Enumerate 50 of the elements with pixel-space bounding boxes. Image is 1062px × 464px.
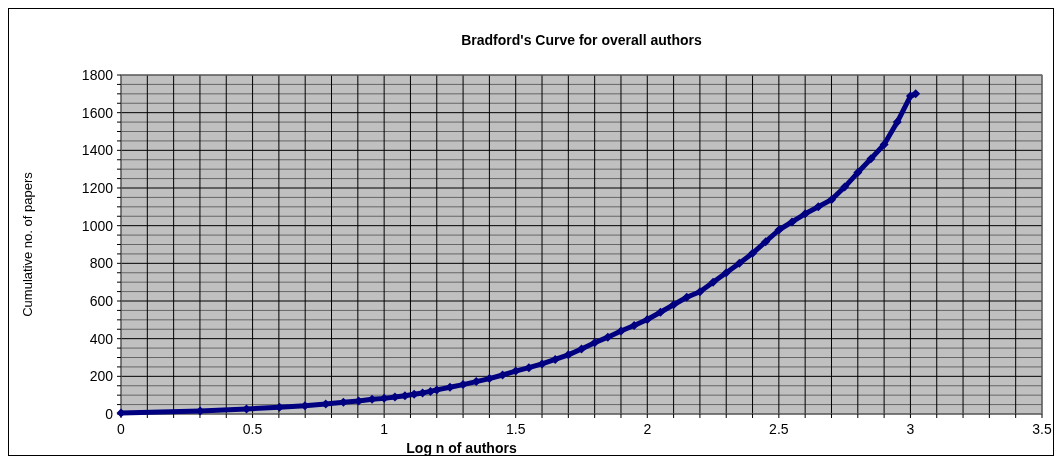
point [721,268,731,278]
x-tick-label: 2.5 [769,421,789,437]
x-tick-label: 0 [117,421,126,437]
y-tick-label: 1600 [81,104,114,121]
point [866,154,876,164]
point [748,248,758,258]
point [774,225,784,235]
point [853,168,863,178]
point [800,209,810,219]
y-tick-label: 800 [89,255,114,272]
point [655,307,665,317]
point [695,287,705,297]
y-tick-label: 200 [89,368,114,385]
x-tick-label: 1.5 [505,421,526,437]
point [840,182,850,192]
point [813,202,823,212]
y-tick-label: 1400 [81,142,114,159]
chart-title: Bradford's Curve for overall authors [461,32,703,48]
x-tick-label: 3.5 [1032,421,1052,437]
y-tick-label: 400 [89,330,114,347]
point [734,258,744,268]
y-axis-title: Cumulative no. of papers [20,171,35,317]
point [577,344,586,354]
point [911,89,921,99]
y-tick-label: 1800 [81,67,114,83]
point [642,314,652,324]
point [669,300,679,310]
point [616,326,626,336]
y-tick-label: 600 [89,293,114,309]
y-tick-label: 1000 [81,217,114,234]
point [826,195,836,205]
point [892,117,902,127]
point [708,277,718,287]
x-tick-label: 0.5 [242,421,263,437]
point [629,320,639,330]
point [603,332,613,342]
point [787,217,797,227]
x-tick-label: 2 [643,421,652,437]
y-tick-label: 0 [105,406,114,422]
point [590,338,600,348]
point [682,292,692,302]
x-axis-title: Log n of authors [406,440,517,456]
point [905,91,915,101]
x-tick-label: 3 [906,421,915,437]
y-tick-label: 1200 [81,180,114,196]
point [563,350,573,360]
point [761,237,771,247]
point [879,140,889,149]
point [537,359,547,369]
x-tick-label: 1 [380,421,389,437]
